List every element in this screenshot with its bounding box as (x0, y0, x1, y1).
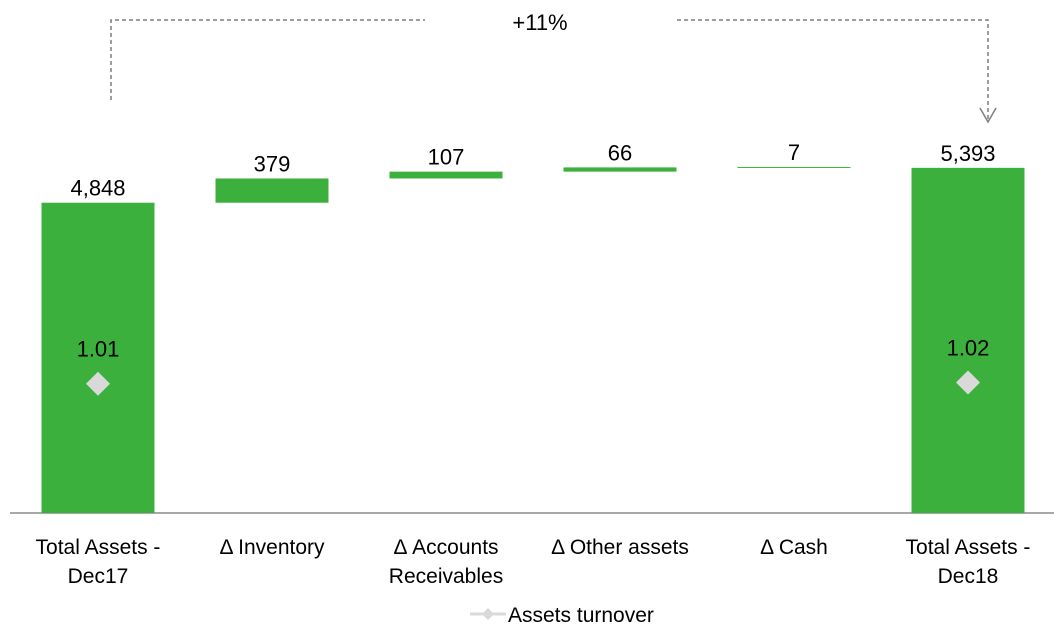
bar (215, 178, 329, 203)
annotation: +11% (512, 10, 567, 35)
bar (389, 171, 503, 179)
x-tick-label: Total Assets - Dec17 (35, 536, 161, 588)
value-label: 66 (608, 140, 632, 165)
value-label: 5,393 (940, 141, 995, 166)
bar (737, 166, 851, 168)
x-tick-label: Δ Accounts Receivables (388, 536, 504, 588)
value-label: 7 (788, 140, 800, 165)
value-label: 379 (254, 151, 291, 176)
value-label: 107 (428, 145, 465, 170)
x-tick-label: Total Assets - Dec18 (905, 536, 1031, 588)
legend-marker (482, 608, 494, 620)
marker (86, 371, 110, 396)
bar (563, 167, 677, 172)
bar (41, 202, 155, 513)
legend-label: Assets turnover (508, 604, 654, 627)
bracket-right (677, 19, 989, 120)
marker-label: 1.01 (77, 337, 120, 362)
x-tick-label: Δ Other assets (551, 536, 689, 559)
marker-label: 1.02 (947, 335, 990, 360)
bracket-arrow (979, 107, 997, 124)
bracket-left (110, 19, 425, 100)
bar (911, 167, 1025, 513)
value-label: 4,848 (70, 176, 125, 201)
x-tick-label: Δ Cash (760, 536, 828, 559)
marker (956, 370, 980, 395)
x-tick-label: Δ Inventory (219, 536, 325, 559)
